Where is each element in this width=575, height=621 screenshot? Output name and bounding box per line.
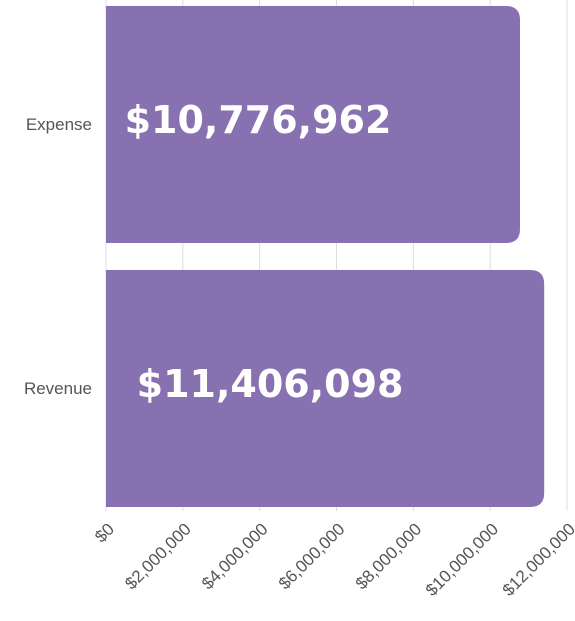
x-tick-label: $10,000,000	[422, 520, 502, 600]
value-label: $10,776,962	[125, 98, 392, 142]
x-tick-label: $4,000,000	[198, 520, 272, 594]
bar	[106, 6, 521, 243]
x-tick-label: $8,000,000	[352, 520, 426, 594]
category-label: Revenue	[24, 379, 92, 398]
value-label: $11,406,098	[137, 362, 404, 406]
x-tick-label: $6,000,000	[275, 520, 349, 594]
x-tick-label: $0	[91, 520, 118, 547]
bar	[106, 270, 545, 507]
x-tick-label: $2,000,000	[121, 520, 195, 594]
x-tick-label: $12,000,000	[499, 520, 575, 600]
category-label: Expense	[26, 115, 92, 134]
